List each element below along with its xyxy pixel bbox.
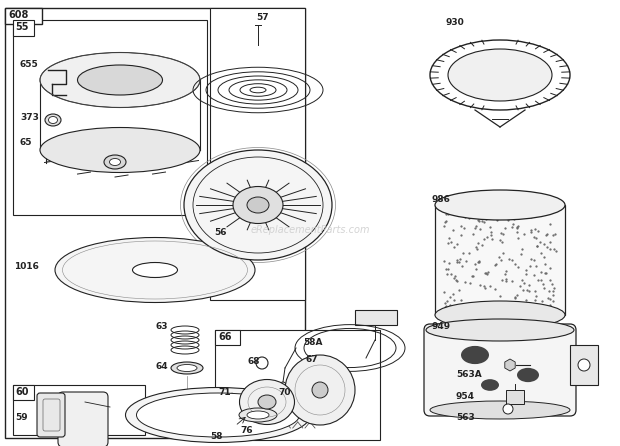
Text: 55: 55	[15, 22, 29, 32]
Ellipse shape	[45, 114, 61, 126]
Text: 66: 66	[218, 332, 231, 342]
Ellipse shape	[258, 395, 276, 409]
Text: 65: 65	[20, 138, 32, 147]
Bar	[13, 385, 34, 400]
Ellipse shape	[448, 49, 552, 101]
Bar	[355, 310, 397, 325]
Ellipse shape	[171, 362, 203, 374]
Ellipse shape	[239, 408, 277, 422]
FancyBboxPatch shape	[58, 392, 108, 446]
Ellipse shape	[136, 393, 299, 437]
Text: 68: 68	[248, 357, 260, 366]
Ellipse shape	[55, 238, 255, 302]
Ellipse shape	[481, 379, 499, 391]
Ellipse shape	[125, 388, 311, 442]
Bar	[13, 20, 34, 36]
Ellipse shape	[133, 263, 177, 277]
Circle shape	[503, 404, 513, 414]
Bar	[5, 8, 42, 24]
Bar	[210, 8, 305, 300]
Ellipse shape	[517, 368, 539, 382]
Text: 373: 373	[20, 113, 39, 122]
Text: eReplacementParts.com: eReplacementParts.com	[250, 225, 370, 235]
Bar	[13, 20, 207, 215]
Text: 76: 76	[240, 426, 252, 435]
Bar	[13, 385, 145, 435]
Text: 930: 930	[445, 18, 464, 27]
Text: 58: 58	[210, 432, 223, 441]
Text: 949: 949	[432, 322, 451, 331]
Text: 56: 56	[214, 228, 226, 237]
Text: 60: 60	[15, 387, 29, 397]
Ellipse shape	[110, 158, 120, 165]
Ellipse shape	[233, 186, 283, 223]
Ellipse shape	[78, 65, 162, 95]
Circle shape	[256, 357, 268, 369]
FancyBboxPatch shape	[424, 324, 576, 416]
Bar	[215, 330, 240, 345]
Text: 67: 67	[305, 355, 317, 364]
Ellipse shape	[247, 197, 269, 213]
Ellipse shape	[426, 319, 574, 341]
Text: 608: 608	[8, 10, 29, 20]
Text: 58A: 58A	[303, 338, 322, 347]
Ellipse shape	[184, 150, 332, 260]
Ellipse shape	[430, 401, 570, 419]
Text: 63: 63	[155, 322, 167, 331]
Ellipse shape	[48, 116, 58, 124]
Ellipse shape	[435, 301, 565, 329]
Text: 70: 70	[278, 388, 291, 397]
Ellipse shape	[177, 364, 197, 372]
Ellipse shape	[247, 411, 269, 419]
FancyBboxPatch shape	[37, 393, 65, 437]
Text: 655: 655	[20, 60, 38, 69]
Text: 954: 954	[456, 392, 475, 401]
Bar	[215, 330, 380, 440]
Text: 71: 71	[218, 388, 231, 397]
Ellipse shape	[104, 155, 126, 169]
Bar	[5, 8, 305, 438]
Text: 563: 563	[456, 413, 475, 422]
Ellipse shape	[40, 128, 200, 173]
Text: 59: 59	[15, 413, 28, 422]
Bar	[570, 345, 598, 385]
Circle shape	[285, 355, 355, 425]
Ellipse shape	[40, 53, 200, 107]
Circle shape	[578, 359, 590, 371]
Ellipse shape	[435, 190, 565, 220]
Text: 57: 57	[256, 13, 268, 22]
Circle shape	[312, 382, 328, 398]
Text: 1016: 1016	[14, 262, 39, 271]
Text: 986: 986	[432, 195, 451, 204]
Bar	[435, 205, 565, 315]
Ellipse shape	[239, 380, 294, 425]
Bar	[506, 390, 524, 404]
Ellipse shape	[461, 346, 489, 364]
Text: 563A: 563A	[456, 370, 482, 379]
Text: 64: 64	[155, 362, 167, 371]
